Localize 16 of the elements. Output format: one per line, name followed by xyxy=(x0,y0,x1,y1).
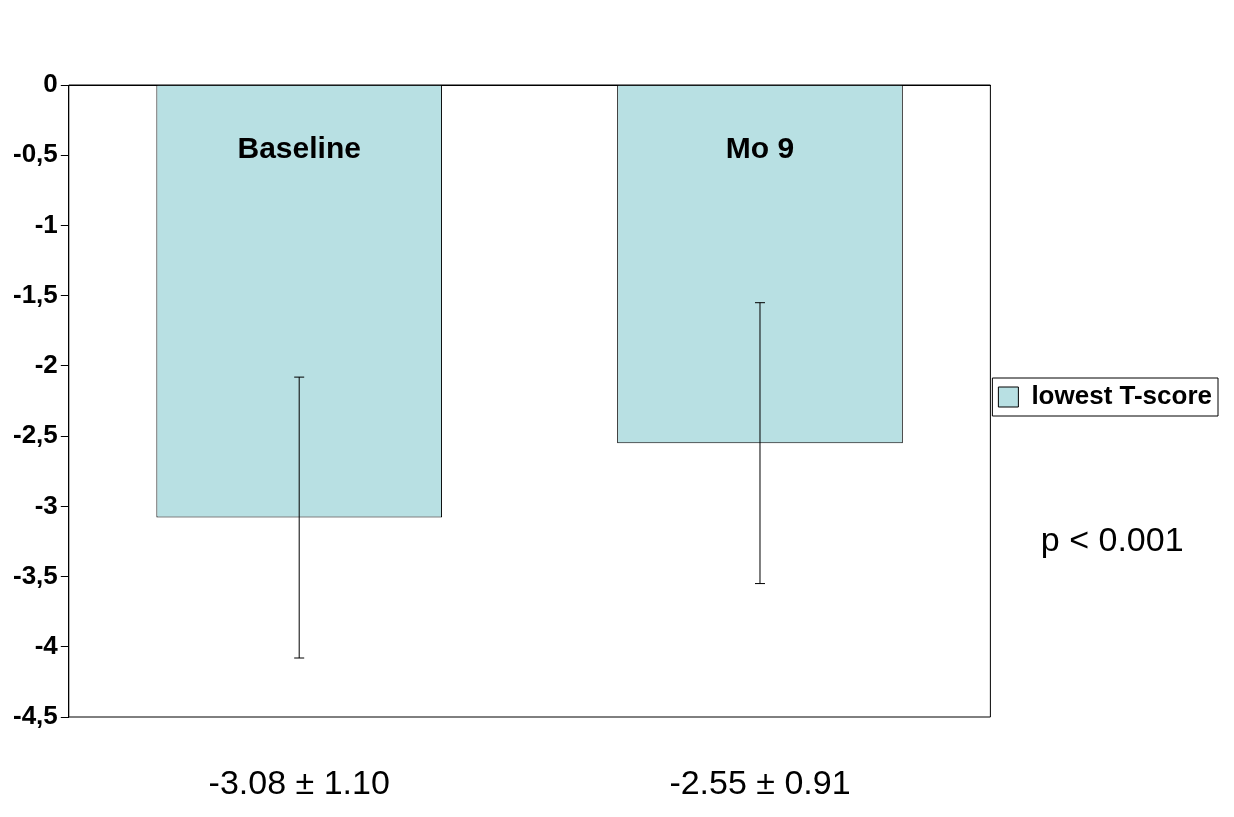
data-label: -2.55 ± 0.91 xyxy=(669,763,851,802)
y-tick-label: -1,5 xyxy=(12,278,58,309)
y-tick-label: -3,5 xyxy=(12,559,58,590)
y-tick-label: -2,5 xyxy=(12,419,58,450)
y-tick-label: -4 xyxy=(34,629,59,660)
y-tick-label: -4,5 xyxy=(12,700,58,731)
text: p < 0.001 xyxy=(1040,519,1184,558)
y-tick-label: -2 xyxy=(34,349,58,380)
y-tick-label: -0,5 xyxy=(12,138,58,169)
x-tick-label: Baseline xyxy=(237,131,361,165)
y-tick-label: -1 xyxy=(34,208,58,239)
data-label: -3.08 ± 1.10 xyxy=(208,763,390,802)
legend-label: lowest T-score xyxy=(1031,380,1213,411)
x-tick-label: Mo 9 xyxy=(725,131,795,165)
y-tick-label: 0 xyxy=(43,68,58,99)
y-tick-label: -3 xyxy=(34,489,58,520)
